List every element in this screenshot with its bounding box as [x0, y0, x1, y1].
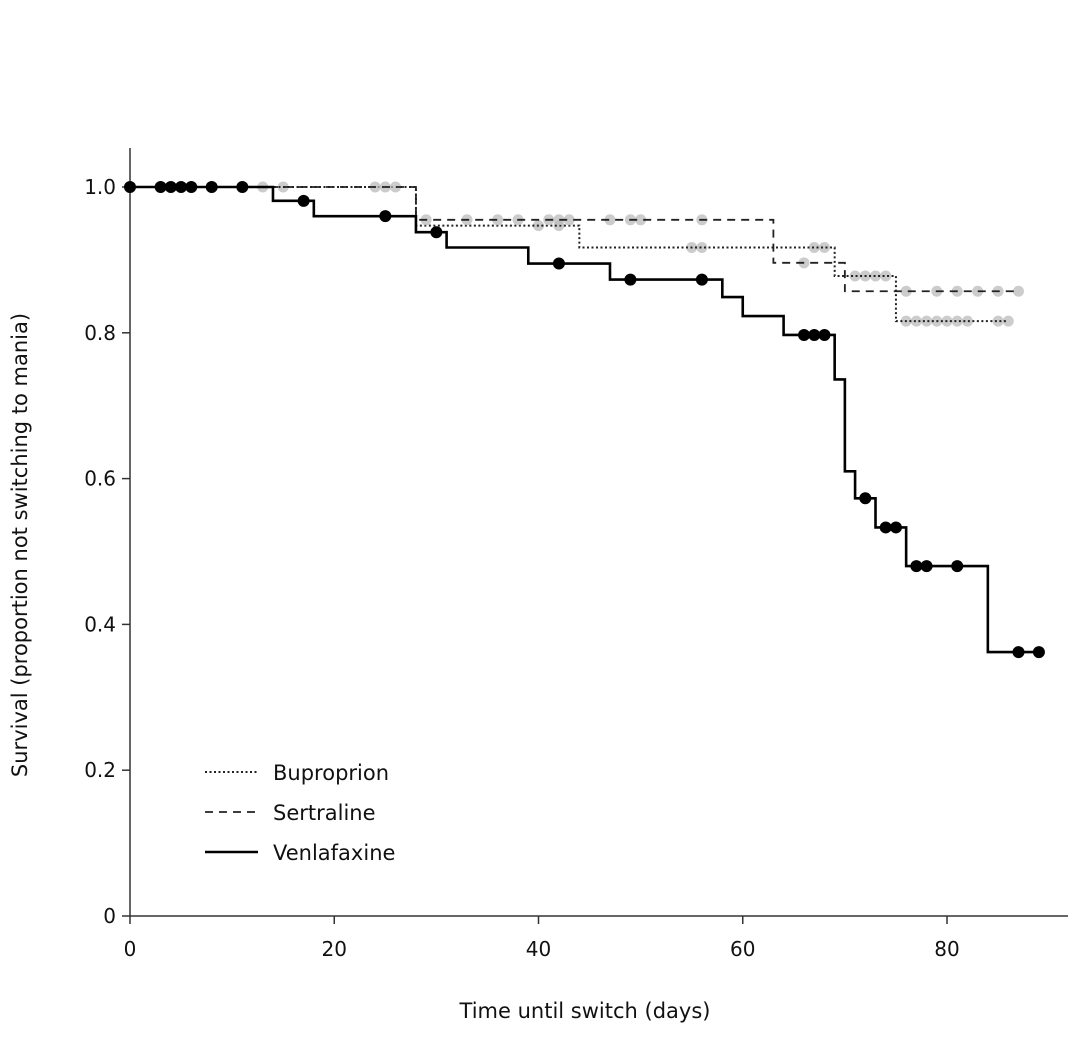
- censor-mark: [961, 315, 973, 327]
- x-tick-label: 0: [124, 937, 137, 961]
- censor-mark: [972, 285, 984, 297]
- censor-mark: [604, 214, 616, 226]
- legend-label-buproprion: Buproprion: [273, 761, 389, 785]
- y-tick-label: 0: [103, 904, 116, 928]
- censor-mark: [992, 315, 1004, 327]
- y-tick-label: 0.2: [84, 758, 116, 782]
- censor-mark: [553, 214, 565, 226]
- censor-mark: [563, 214, 575, 226]
- survival-curve-sertraline: [130, 186, 1019, 293]
- y-tick-label: 1.0: [84, 175, 116, 199]
- x-tick-label: 40: [526, 937, 551, 961]
- y-tick-label: 0.8: [84, 321, 116, 345]
- censor-mark: [492, 214, 504, 226]
- censor-mark: [880, 270, 892, 282]
- y-axis-title: Survival (proportion not switching to ma…: [8, 313, 32, 777]
- series-sertraline: [130, 181, 1024, 297]
- y-tick-label: 0.6: [84, 467, 116, 491]
- plot-area: [124, 181, 1045, 659]
- censor-mark: [1002, 315, 1014, 327]
- x-tick-label: 60: [730, 937, 755, 961]
- y-tick-label: 0.4: [84, 612, 116, 636]
- censor-mark: [900, 285, 912, 297]
- x-axis-title: Time until switch (days): [459, 999, 711, 1023]
- x-tick-label: 20: [322, 937, 347, 961]
- survival-curve-venlafaxine: [130, 185, 1039, 654]
- censor-mark: [635, 214, 647, 226]
- censor-mark: [818, 242, 830, 254]
- censor-mark: [808, 242, 820, 254]
- axes: 0 0.2 0.4 0.6 0.8 1.0 0 20 40 60 80: [84, 148, 1068, 961]
- censor-mark: [921, 315, 933, 327]
- legend-label-venlafaxine: Venlafaxine: [273, 841, 395, 865]
- series-buproprion: [130, 181, 1014, 327]
- legend: Buproprion Sertraline Venlafaxine: [205, 761, 395, 865]
- legend-label-sertraline: Sertraline: [273, 801, 376, 825]
- censor-mark: [910, 315, 922, 327]
- x-tick-label: 80: [934, 937, 959, 961]
- censor-mark: [951, 315, 963, 327]
- censor-mark: [1012, 285, 1024, 297]
- survival-curve-buproprion: [130, 186, 1009, 323]
- censor-mark: [390, 181, 402, 193]
- series-venlafaxine: [124, 181, 1045, 659]
- censor-mark: [696, 242, 708, 254]
- censor-mark: [849, 270, 861, 282]
